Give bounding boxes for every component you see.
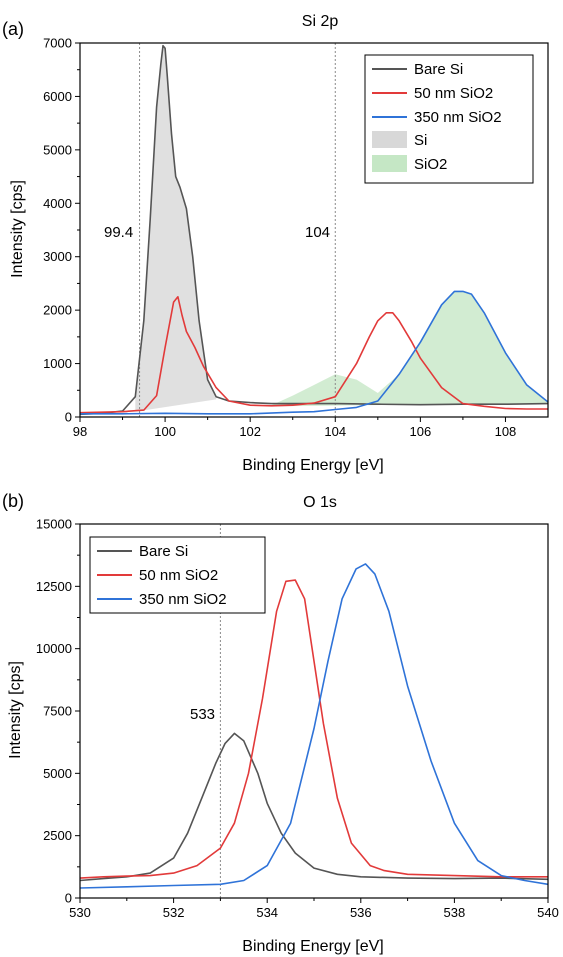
panel-b-x-tick-label: 534: [256, 905, 278, 920]
panel-a-title: Si 2p: [302, 13, 339, 30]
legend-label-350nm-sio2: 350 nm SiO2: [414, 109, 502, 126]
panel-b-x-tick-label: 538: [444, 905, 466, 920]
legend-swatch-si-fill: [372, 131, 407, 148]
panel-a-x-tick-label: 98: [73, 424, 87, 439]
panel-a-series-group: [80, 43, 548, 417]
legend-label-50nm-sio2: 50 nm SiO2: [414, 85, 493, 102]
panel-b-series-line-350-nm-sio2: [80, 563, 548, 889]
panel-b-x-tick-label: 530: [69, 905, 91, 920]
panel-b-y-tick-label: 7500: [43, 704, 72, 719]
legend-label-si-fill: Si: [414, 132, 427, 149]
panel-a-y-tick-label: 5000: [43, 142, 72, 157]
panel-a-series-line-350-nm-sio2: [80, 290, 548, 415]
panel-b-y-tick-label: 15000: [36, 517, 72, 532]
panel-b-y-axis-title: Intensity [cps]: [7, 661, 24, 759]
panel-a-y-tick-label: 6000: [43, 89, 72, 104]
panel-a-x-tick-label: 104: [324, 424, 346, 439]
legend-b-label-350nm-sio2: 350 nm SiO2: [139, 591, 227, 608]
legend-label-sio2-fill: SiO2: [414, 156, 447, 173]
panel-b-x-tick-label: 536: [350, 905, 372, 920]
legend-b-label-bare-si: Bare Si: [139, 543, 188, 560]
panel-a-series-line-bare-si: [80, 44, 548, 416]
panel-b-x-axis-title: Binding Energy [eV]: [242, 938, 383, 955]
panel-a-legend-box: [364, 54, 534, 184]
panel-a-y-tick-label: 4000: [43, 196, 72, 211]
panel-a-x-tick-label: 108: [495, 424, 517, 439]
panel-a-label: (a): [2, 19, 24, 39]
panel-a-plot-area: 98 100 102 104 106 108 0 1000 2000 3000 4000 5000 60…: [43, 36, 549, 439]
panel-a-y-tick-label: 0: [65, 410, 72, 425]
panel-b-label: (b): [2, 491, 24, 511]
panel-a-y-tick-label: 1000: [43, 356, 72, 371]
annotation-99-4: 99.4: [104, 224, 133, 241]
panel-a-x-tick-label: 100: [154, 424, 176, 439]
annotation-533: 533: [190, 706, 215, 723]
legend-b-label-50nm-sio2: 50 nm SiO2: [139, 567, 218, 584]
panel-b-x-tick-label: 540: [537, 905, 559, 920]
panel-b-title: O 1s: [303, 494, 337, 511]
annotation-104: 104: [305, 224, 330, 241]
panel-a-series-line-50-nm-sio2: [80, 296, 548, 414]
panel-b-legend: Bare Si 50 nm SiO2 350 nm SiO2: [89, 536, 266, 614]
panel-a-x-tick-label: 106: [410, 424, 432, 439]
panel-a-y-tick-label: 7000: [43, 36, 72, 51]
panel-b-series-group: [80, 524, 548, 898]
panel-a-fill-sio2: [271, 291, 548, 407]
panel-b-y-tick-label: 5000: [43, 766, 72, 781]
panel-a-y-axis-title: Intensity [cps]: [9, 180, 26, 278]
panel-a-y-tick-label: 2000: [43, 303, 72, 318]
panel-a-x-axis-title: Binding Energy [eV]: [242, 457, 383, 474]
panel-b-series-line-bare-si: [80, 732, 548, 882]
panel-a-legend: Bare Si 50 nm SiO2 350 nm SiO2 Si SiO2: [364, 54, 534, 184]
legend-label-bare-si: Bare Si: [414, 61, 463, 78]
panel-a-y-tick-label: 3000: [43, 249, 72, 264]
panel-b-y-tick-label: 2500: [43, 828, 72, 843]
panel-a-x-tick-label: 102: [239, 424, 261, 439]
panel-b-plot-area: 530 532 534 536 538 540 0 2500 5000 7500 10000 1250…: [36, 517, 559, 921]
legend-swatch-sio2-fill: [372, 155, 407, 172]
panel-b-series-line-50-nm-sio2: [80, 579, 548, 879]
panel-b-y-tick-label: 0: [65, 891, 72, 906]
panel-b-y-tick-label: 10000: [36, 641, 72, 656]
panel-b: (b) O 1s 530 532 534 536 538 540 0 2500 5000 7500…: [2, 491, 559, 955]
panel-b-y-tick-label: 12500: [36, 579, 72, 594]
panel-a: (a) Si 2p 98 100 102 104 106 108 0 1000 2000 3000…: [2, 13, 549, 474]
panel-b-x-tick-label: 532: [163, 905, 185, 920]
